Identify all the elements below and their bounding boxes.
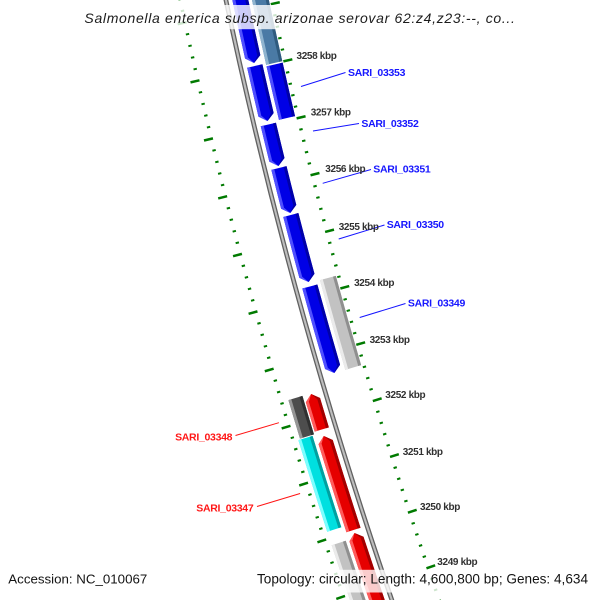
svg-text:Topology: circular; Length: 4,: Topology: circular; Length: 4,600,800 bp… xyxy=(257,571,588,586)
svg-text:3258 kbp: 3258 kbp xyxy=(297,51,337,62)
svg-text:3253 kbp: 3253 kbp xyxy=(370,335,410,346)
svg-text:3250 kbp: 3250 kbp xyxy=(420,502,460,513)
svg-text:SARI_03352: SARI_03352 xyxy=(361,118,419,130)
svg-text:SARI_03349: SARI_03349 xyxy=(408,298,466,310)
svg-text:SARI_03351: SARI_03351 xyxy=(373,164,431,176)
svg-text:3249 kbp: 3249 kbp xyxy=(437,557,477,568)
svg-text:SARI_03350: SARI_03350 xyxy=(387,219,445,231)
svg-text:SARI_03348: SARI_03348 xyxy=(175,432,233,444)
svg-text:SARI_03353: SARI_03353 xyxy=(348,67,406,79)
svg-text:3254 kbp: 3254 kbp xyxy=(354,278,394,289)
svg-text:3255 kbp: 3255 kbp xyxy=(339,222,379,233)
svg-text:3256 kbp: 3256 kbp xyxy=(325,164,365,175)
svg-text:SARI_03347: SARI_03347 xyxy=(196,503,254,515)
svg-text:Accession: NC_010067: Accession: NC_010067 xyxy=(8,571,147,586)
svg-text:3252 kbp: 3252 kbp xyxy=(385,390,425,401)
svg-text:Salmonella enterica subsp. ari: Salmonella enterica subsp. arizonae sero… xyxy=(84,10,515,26)
svg-text:3257 kbp: 3257 kbp xyxy=(311,108,351,119)
svg-text:3251 kbp: 3251 kbp xyxy=(403,447,443,458)
